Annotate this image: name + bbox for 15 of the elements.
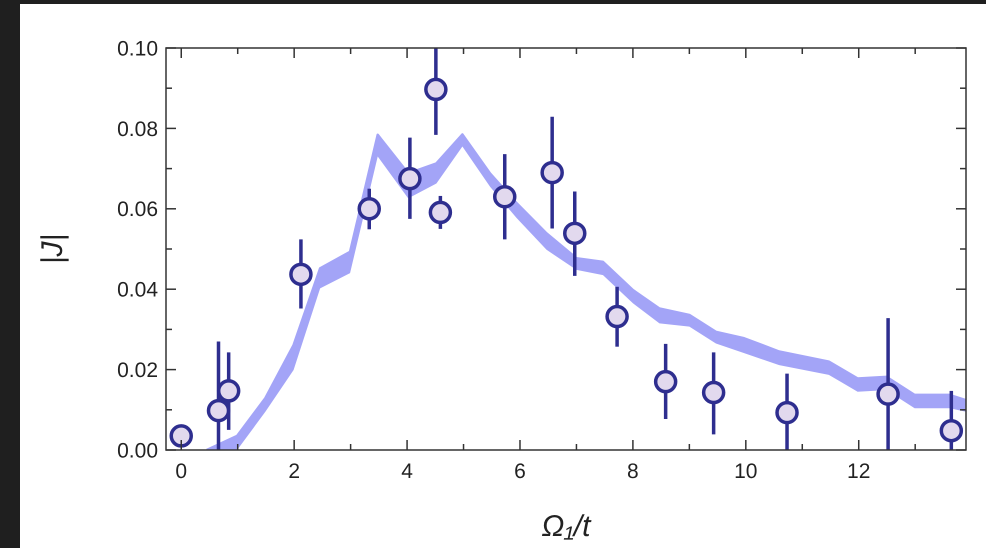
y-tick-label: 0.00	[117, 439, 158, 462]
x-tick-label: 2	[288, 460, 300, 483]
y-tick-label: 0.08	[117, 118, 158, 141]
y-axis-title: |J|	[36, 234, 69, 264]
x-tick-label: 6	[514, 460, 526, 483]
x-axis-title: Ω₁/t	[542, 510, 592, 543]
x-tick-label: 8	[627, 460, 639, 483]
y-tick-label: 0.10	[117, 37, 158, 60]
x-tick-label: 10	[734, 460, 758, 483]
x-tick-label: 4	[401, 460, 414, 483]
y-tick-label: 0.06	[117, 198, 158, 222]
y-tick-label: 0.02	[117, 358, 158, 382]
x-tick-label: 0	[175, 460, 188, 483]
x-tick-label: 12	[847, 460, 870, 483]
y-tick-label: 0.04	[117, 278, 158, 302]
